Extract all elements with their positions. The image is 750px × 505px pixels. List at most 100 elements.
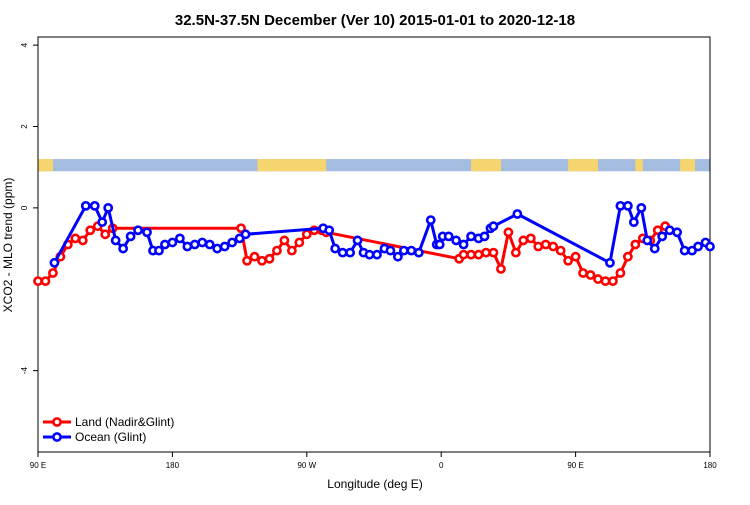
data-point (622, 200, 633, 211)
data-point (642, 235, 653, 246)
data-point (425, 215, 436, 225)
data-point (496, 264, 506, 274)
data-point (605, 257, 615, 268)
y-tick-label: 0 (20, 205, 29, 210)
data-point (49, 257, 60, 268)
land-ocean-strip (38, 159, 710, 172)
series-0 (33, 221, 671, 287)
y-tick-label: 4 (20, 42, 29, 47)
data-point (705, 241, 715, 252)
data-point (615, 268, 626, 278)
plot-frame (37, 36, 711, 453)
data-point (33, 276, 43, 287)
data-point (466, 249, 476, 260)
data-point (219, 241, 230, 252)
data-point (236, 223, 246, 234)
data-point (503, 227, 514, 238)
data-point (89, 200, 100, 211)
data-point (555, 245, 566, 256)
data-point (652, 225, 663, 236)
data-point (600, 276, 611, 287)
x-tick-label: 180 (166, 461, 180, 470)
legend-label: Land (Nadir&Glint) (75, 415, 174, 429)
data-point (585, 270, 596, 280)
data-point (264, 253, 275, 264)
data-point (257, 255, 267, 266)
data-point (488, 221, 499, 232)
series-1 (49, 200, 715, 268)
data-point (413, 247, 424, 258)
data-point (80, 200, 91, 211)
data-point (512, 209, 523, 219)
data-point (372, 249, 382, 260)
land-band (257, 159, 327, 172)
data-point (628, 217, 639, 228)
data-point (593, 274, 603, 284)
data-point (458, 239, 469, 250)
data-point (608, 276, 618, 287)
data-point (272, 245, 282, 256)
data-point (563, 255, 574, 266)
data-point (622, 251, 633, 262)
land-band (471, 159, 501, 172)
data-point (630, 239, 641, 250)
x-tick-label: 90 E (567, 461, 583, 470)
data-point (142, 227, 152, 238)
data-point (434, 239, 445, 250)
data-point (392, 251, 403, 262)
data-point (182, 241, 193, 252)
data-point (488, 247, 499, 258)
data-point (100, 229, 111, 240)
land-band (680, 159, 696, 172)
data-point (212, 243, 223, 254)
x-tick-label: 90 E (30, 461, 46, 470)
data-point (578, 268, 588, 278)
data-point (406, 245, 417, 256)
data-point (48, 268, 58, 278)
data-point (693, 241, 703, 252)
data-point (77, 235, 88, 246)
data-point (294, 237, 305, 248)
data-point (570, 251, 581, 262)
x-tick-label: 180 (703, 461, 717, 470)
data-point (85, 225, 96, 236)
data-point (533, 241, 544, 252)
data-point (615, 200, 626, 211)
legend: Land (Nadir&Glint)Ocean (Glint) (43, 415, 174, 444)
land-band (568, 159, 598, 172)
data-point (189, 239, 200, 250)
chart-title: 32.5N-37.5N December (Ver 10) 2015-01-01… (175, 12, 575, 29)
data-point (443, 231, 454, 242)
land-band (38, 159, 53, 172)
data-point (479, 231, 490, 242)
data-point (510, 247, 521, 258)
data-point (337, 247, 348, 258)
data-point (540, 239, 551, 250)
data-point (70, 233, 81, 244)
data-point (481, 247, 491, 258)
x-tick-label: 0 (439, 461, 444, 470)
y-tick-label: 2 (20, 124, 29, 129)
data-point (330, 243, 341, 254)
legend-label: Ocean (Glint) (75, 430, 146, 444)
data-point (458, 249, 469, 260)
data-point (249, 251, 260, 262)
data-point (204, 239, 215, 250)
data-point (398, 245, 409, 256)
land-band (635, 159, 643, 172)
data-point (649, 243, 660, 254)
legend-marker (52, 432, 62, 442)
data-point (672, 227, 683, 238)
data-point (345, 247, 356, 258)
data-point (548, 241, 559, 252)
data-point (40, 276, 51, 287)
data-point (525, 233, 536, 244)
data-point (227, 237, 238, 248)
data-point (657, 231, 668, 242)
data-point (160, 239, 170, 250)
data-point (451, 235, 462, 246)
x-axis-label: Longitude (deg E) (327, 477, 422, 491)
data-point (364, 249, 375, 260)
